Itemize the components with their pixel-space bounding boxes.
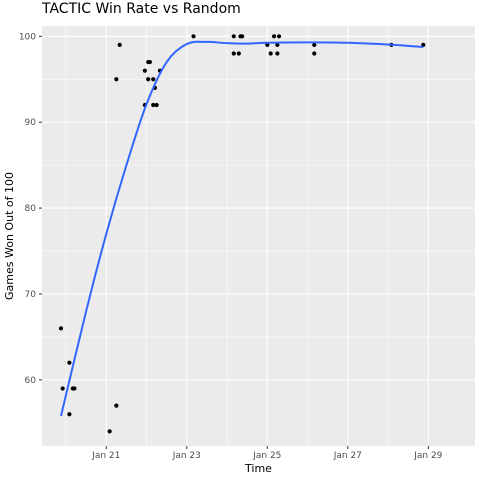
data-point [154,102,159,108]
y-tick-label: 70 [25,290,37,300]
y-tick-label: 60 [25,376,37,386]
data-point [142,68,147,73]
data-point [421,42,426,47]
data-point [114,403,119,408]
smooth-trend-line [60,40,424,417]
data-point [67,360,72,365]
data-point [231,34,236,39]
data-point [265,42,270,47]
data-point [312,42,317,47]
data-point [191,34,196,39]
data-point [151,102,156,108]
y-tick-label: 100 [19,32,36,42]
data-point [60,386,65,391]
data-point [151,77,156,82]
data-point [275,51,280,56]
y-axis-title: Games Won Out of 100 [3,172,16,300]
y-tick-label: 90 [25,118,37,128]
x-tick-label: Jan 29 [413,451,442,461]
data-point [146,77,151,82]
data-point [268,51,273,56]
x-tick-label: Jan 27 [333,451,362,461]
data-point [275,42,280,47]
data-point [147,59,152,65]
x-tick-label: Jan 23 [172,451,201,461]
data-point [58,326,64,331]
data-point [240,34,245,39]
data-point [67,412,72,417]
chart-title: TACTIC Win Rate vs Random [42,1,241,17]
data-point [117,42,122,47]
x-axis-title: Time [244,462,272,475]
data-point [236,51,241,56]
y-tick-label: 80 [25,204,37,214]
plot-panel [42,26,475,446]
data-point [276,34,282,39]
data-point [231,51,236,56]
data-point [312,51,317,56]
x-tick-label: Jan 21 [91,451,120,461]
data-point [271,34,277,39]
data-point [72,386,77,391]
x-tick-label: Jan 25 [252,451,281,461]
data-point [107,429,112,434]
data-point [114,77,119,82]
